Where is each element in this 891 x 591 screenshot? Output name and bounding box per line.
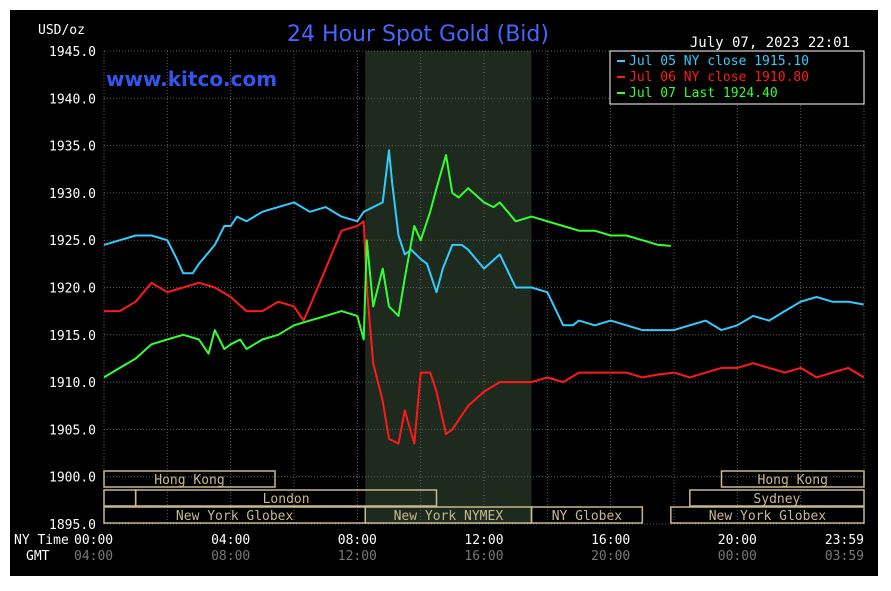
chart-title: 24 Hour Spot Gold (Bid)	[287, 22, 549, 47]
legend-entry: Jul 05 NY close 1915.10	[629, 54, 809, 69]
session-label: New York NYMEX	[394, 509, 504, 524]
y-tick-label: 1900.0	[49, 471, 96, 486]
y-tick-label: 1925.0	[49, 234, 96, 249]
y-tick-label: 1935.0	[49, 140, 96, 155]
session-bar	[670, 506, 865, 524]
session-label: New York Globex	[709, 509, 827, 524]
gold-price-chart: Hong Kong Hong Kong London Sydney New York G…	[14, 22, 865, 564]
legend-entry: Jul 07 Last 1924.40	[629, 86, 778, 101]
x-tick-label-ny: 04:00	[211, 533, 250, 548]
x-tick-label-ny: 23:59	[825, 533, 864, 548]
x-tick-label-ny: 00:00	[74, 533, 113, 548]
session-bar	[689, 489, 865, 507]
y-axis-unit-label: USD/oz	[38, 23, 85, 38]
x-tick-label-ny: 20:00	[718, 533, 757, 548]
y-tick-label: 1920.0	[49, 282, 96, 297]
x-tick-label-gmt: 03:59	[825, 549, 864, 564]
session-label: New York Globex	[176, 509, 294, 524]
chart-frame: Hong Kong Hong Kong London Sydney New York G…	[10, 10, 878, 576]
session-label: Sydney	[753, 492, 800, 507]
session-bar	[720, 470, 865, 488]
y-tick-label: 1895.0	[49, 518, 96, 533]
session-label: Hong Kong	[154, 473, 224, 488]
x-tick-label-ny: 08:00	[338, 533, 377, 548]
x-row-label-ny: NY Time	[14, 533, 69, 548]
legend-box	[609, 50, 865, 105]
x-tick-label-gmt: 12:00	[338, 549, 377, 564]
x-row-label-gmt: GMT	[26, 549, 50, 564]
series-line-3	[103, 154, 671, 379]
y-tick-label: 1910.0	[49, 376, 96, 391]
session-bar	[134, 489, 438, 507]
x-tick-label-ny: 16:00	[591, 533, 630, 548]
session-bar	[530, 506, 644, 524]
legend-entry: Jul 06 NY close 1910.80	[629, 70, 809, 85]
series-line-1	[103, 149, 864, 332]
date-stamp: July 07, 2023 22:01	[690, 35, 850, 51]
x-tick-label-gmt: 08:00	[211, 549, 250, 564]
site-url: www.kitco.com	[106, 67, 277, 91]
session-bar	[103, 470, 276, 488]
session-label: NY Globex	[552, 509, 623, 524]
x-tick-label-gmt: 16:00	[464, 549, 503, 564]
y-tick-label: 1915.0	[49, 329, 96, 344]
y-tick-label: 1905.0	[49, 423, 96, 438]
x-tick-label-gmt: 04:00	[74, 549, 113, 564]
y-tick-label: 1930.0	[49, 187, 96, 202]
x-tick-label-gmt: 20:00	[591, 549, 630, 564]
session-label: London	[263, 492, 310, 507]
y-tick-label: 1945.0	[49, 45, 96, 60]
x-tick-label-gmt: 00:00	[718, 549, 757, 564]
x-tick-label-ny: 12:00	[464, 533, 503, 548]
series-line-2	[104, 220, 865, 445]
y-tick-label: 1940.0	[49, 92, 96, 107]
session-label: Hong Kong	[758, 473, 828, 488]
